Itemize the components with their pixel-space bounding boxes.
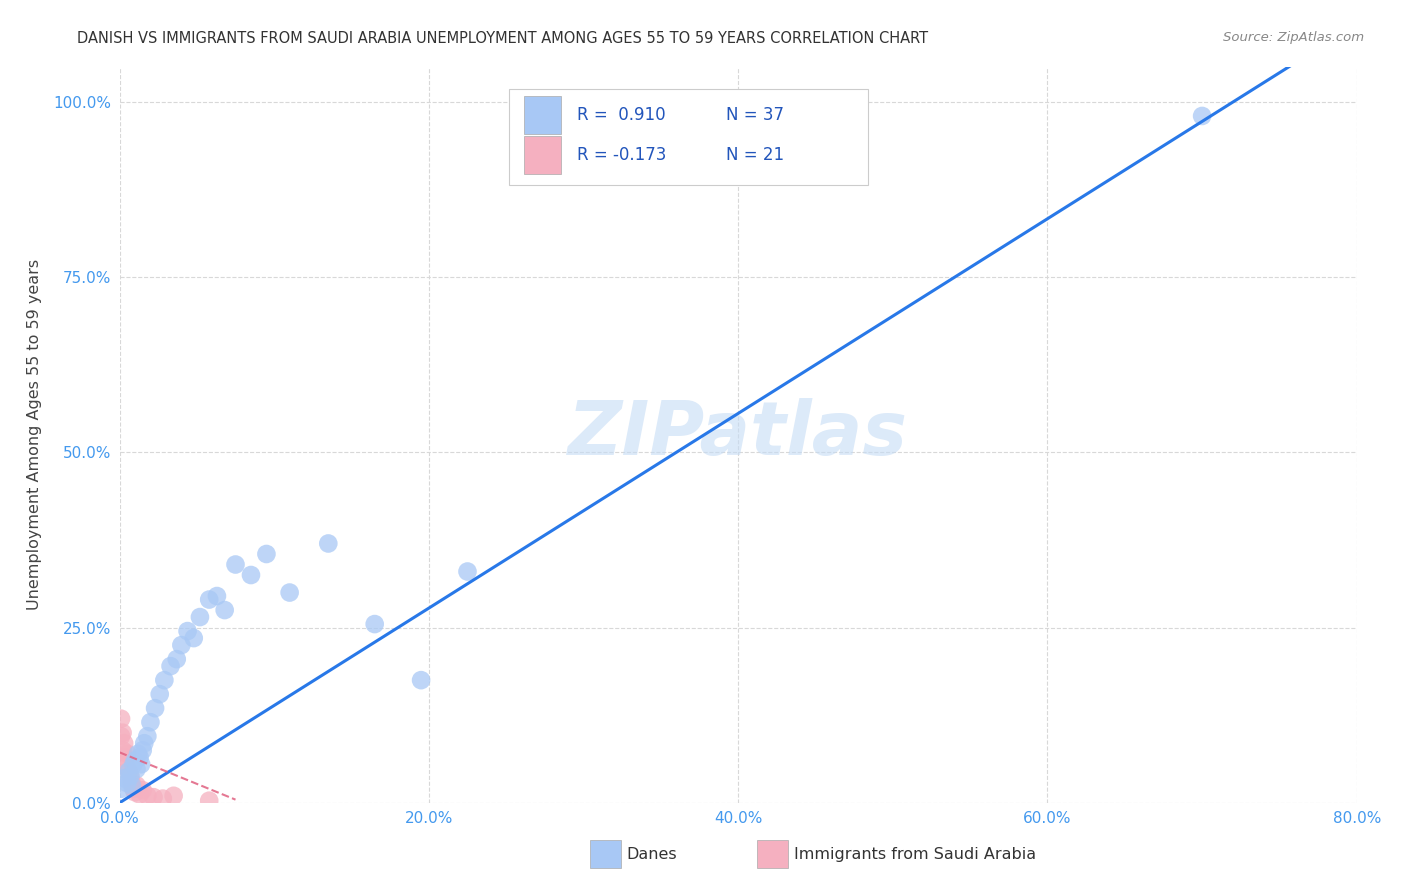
Point [1191,109,1213,123]
Point [198,794,221,808]
Text: N = 21: N = 21 [725,146,785,164]
Point [278,585,301,599]
Point [183,631,205,645]
Point [121,776,143,790]
Point [122,781,145,796]
Point [110,712,132,726]
Point [127,747,149,761]
FancyBboxPatch shape [524,95,561,134]
Point [136,729,159,743]
Point [170,638,193,652]
Point [136,789,159,803]
Point [124,785,146,799]
FancyBboxPatch shape [509,89,868,185]
Point [198,592,221,607]
Point [111,725,134,739]
Point [318,536,340,550]
Point [125,778,148,792]
Point [411,673,433,688]
Point [132,783,155,797]
Point [120,769,142,783]
FancyBboxPatch shape [589,840,620,868]
Text: R =  0.910: R = 0.910 [578,106,666,124]
Text: R = -0.173: R = -0.173 [578,146,666,164]
Point [112,771,135,786]
Point [363,617,385,632]
Point [110,781,132,796]
Point [124,754,146,768]
Point [188,610,211,624]
Point [225,558,247,572]
Point [120,769,142,783]
Point [143,701,166,715]
Point [166,652,188,666]
Point [456,565,478,579]
FancyBboxPatch shape [524,136,561,174]
Y-axis label: Unemployment Among Ages 55 to 59 years: Unemployment Among Ages 55 to 59 years [27,260,42,610]
Text: Immigrants from Saudi Arabia: Immigrants from Saudi Arabia [794,847,1036,862]
Point [121,778,143,792]
Point [256,547,278,561]
Point [129,757,152,772]
Point [239,568,263,582]
Point [114,757,136,772]
Point [112,750,135,764]
Point [159,659,181,673]
Point [110,729,132,743]
Point [152,791,174,805]
Point [128,788,150,802]
Point [142,790,165,805]
Text: Source: ZipAtlas.com: Source: ZipAtlas.com [1223,31,1364,45]
Point [128,750,150,764]
Point [118,764,141,779]
Point [163,789,186,803]
Point [117,747,138,761]
Point [112,736,135,750]
FancyBboxPatch shape [756,840,787,868]
Point [122,757,145,772]
Text: N = 37: N = 37 [725,106,783,124]
Point [153,673,176,688]
Point [176,624,198,639]
Point [139,715,162,730]
Text: Danes: Danes [627,847,678,862]
Point [205,589,228,603]
Point [111,743,134,757]
Point [134,736,156,750]
Point [117,776,138,790]
Point [149,687,172,701]
Text: ZIPatlas: ZIPatlas [568,399,908,471]
Text: DANISH VS IMMIGRANTS FROM SAUDI ARABIA UNEMPLOYMENT AMONG AGES 55 TO 59 YEARS CO: DANISH VS IMMIGRANTS FROM SAUDI ARABIA U… [77,31,928,46]
Point [125,762,148,776]
Point [132,743,155,757]
Point [214,603,236,617]
Point [118,764,141,779]
